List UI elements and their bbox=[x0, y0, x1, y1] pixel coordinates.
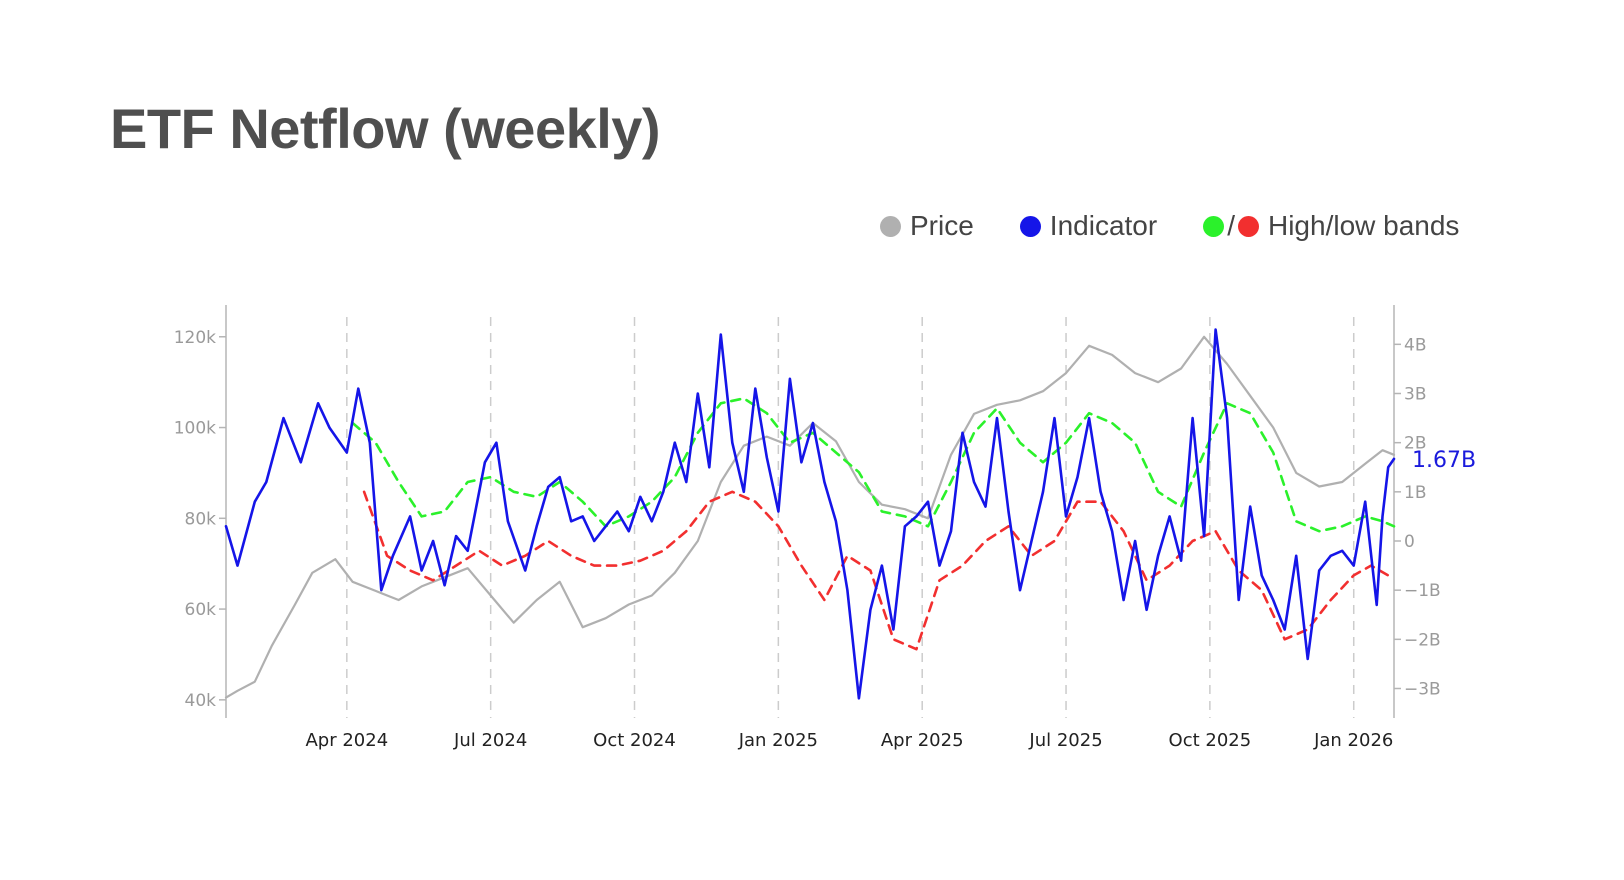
left-tick-label: 80k bbox=[185, 509, 217, 529]
high-band-dot-icon bbox=[1203, 215, 1225, 237]
x-tick-label: Jul 2025 bbox=[1028, 730, 1102, 751]
x-tick-label: Oct 2024 bbox=[593, 730, 676, 751]
indicator-last-value-label: 1.67B bbox=[1412, 448, 1476, 473]
x-tick-label: Oct 2025 bbox=[1169, 730, 1252, 751]
right-tick-label: −1B bbox=[1404, 581, 1441, 601]
right-tick-label: 1B bbox=[1404, 483, 1426, 503]
legend-separator: / bbox=[1227, 210, 1235, 241]
x-tick-label: Apr 2025 bbox=[881, 730, 964, 751]
left-tick-label: 60k bbox=[185, 600, 217, 620]
legend-item-bands[interactable]: / High/low bands bbox=[1203, 210, 1459, 242]
legend-label-price: Price bbox=[910, 210, 974, 241]
chart-tick-labels: Apr 2024 Jul 2024 Oct 2024 Jan 2025 Apr 2025… bbox=[174, 328, 1476, 751]
left-tick-label: 100k bbox=[174, 419, 216, 439]
right-tick-label: −2B bbox=[1404, 630, 1441, 650]
legend-label-indicator: Indicator bbox=[1049, 210, 1158, 241]
x-tick-label: Jan 2025 bbox=[738, 730, 818, 751]
legend-item-indicator[interactable]: Indicator bbox=[1019, 210, 1158, 242]
chart-series bbox=[224, 328, 1396, 700]
legend: Price Indicator / High/low bands bbox=[880, 206, 1459, 246]
right-tick-label: 0 bbox=[1404, 532, 1415, 552]
legend-label-bands: High/low bands bbox=[1267, 210, 1460, 241]
right-tick-label: 4B bbox=[1404, 335, 1426, 355]
right-tick-label: −3B bbox=[1404, 680, 1441, 700]
low-band-dot-icon bbox=[1237, 215, 1259, 237]
left-tick-label: 120k bbox=[174, 328, 216, 348]
chart-axes bbox=[219, 305, 1401, 718]
x-tick-label: Apr 2024 bbox=[305, 730, 388, 751]
high-band-line bbox=[351, 397, 1396, 533]
right-tick-label: 3B bbox=[1404, 385, 1426, 405]
left-tick-label: 40k bbox=[185, 691, 217, 711]
indicator-line bbox=[224, 328, 1396, 700]
chart-title: ETF Netflow (weekly) bbox=[110, 97, 661, 160]
legend-item-price[interactable]: Price bbox=[880, 210, 974, 242]
price-line bbox=[224, 335, 1396, 699]
price-dot-icon bbox=[880, 215, 901, 237]
indicator-dot-icon bbox=[1019, 215, 1041, 237]
low-band-line bbox=[362, 490, 1390, 651]
x-tick-label: Jul 2024 bbox=[453, 730, 527, 751]
x-tick-label: Jan 2026 bbox=[1313, 730, 1393, 751]
right-tick-label: 2B bbox=[1404, 434, 1426, 454]
